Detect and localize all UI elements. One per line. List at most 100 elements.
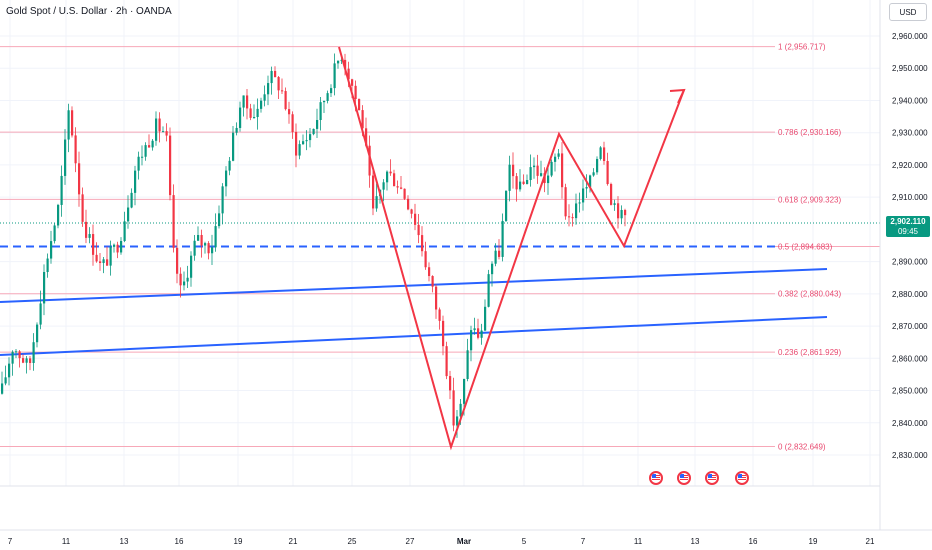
candle: [407, 195, 410, 211]
us-flag-icon[interactable]: [735, 471, 749, 485]
candle: [4, 365, 7, 386]
candle: [442, 315, 445, 356]
candle: [456, 409, 459, 438]
candle: [428, 262, 431, 282]
candle: [585, 174, 588, 198]
us-flag-icon[interactable]: [705, 471, 719, 485]
candle: [214, 213, 217, 252]
time-tick-label: 7: [581, 537, 586, 546]
currency-button[interactable]: USD: [889, 3, 927, 21]
us-flag-icon[interactable]: [677, 471, 691, 485]
candle: [144, 142, 147, 161]
candle: [57, 203, 60, 229]
time-tick-label: 21: [289, 537, 298, 546]
candle: [298, 140, 301, 160]
candle: [540, 160, 543, 177]
arrow-head-icon: [669, 88, 686, 104]
candle: [557, 149, 560, 160]
candle: [319, 97, 322, 131]
candle: [239, 101, 242, 132]
candle: [400, 175, 403, 190]
price-tick-label: 2,920.000: [892, 161, 928, 170]
candle: [575, 193, 578, 225]
time-tick-label: 19: [234, 537, 243, 546]
candle: [526, 174, 529, 185]
candlesticks: [1, 53, 627, 438]
candle: [60, 165, 63, 217]
candle: [522, 174, 525, 185]
candle: [410, 208, 413, 219]
candle: [417, 213, 420, 244]
us-flag-icon[interactable]: [649, 471, 663, 485]
candle: [431, 275, 434, 293]
price-tick-label: 2,880.000: [892, 290, 928, 299]
candle: [176, 239, 179, 284]
price-tick-label: 2,840.000: [892, 419, 928, 428]
candle: [477, 318, 480, 340]
time-tick-label: 27: [406, 537, 415, 546]
candle: [617, 196, 620, 229]
fib-level-label: 1 (2,956.717): [778, 43, 826, 52]
candle: [323, 100, 326, 113]
candle: [162, 126, 165, 133]
candle: [487, 269, 490, 308]
candle: [232, 126, 235, 162]
fib-level-label: 0.618 (2,909.323): [778, 195, 841, 204]
candle: [498, 239, 501, 260]
candle: [473, 317, 476, 335]
candle: [403, 188, 406, 201]
candle: [375, 183, 378, 212]
candle: [501, 213, 504, 262]
time-tick-label: 19: [809, 537, 818, 546]
candle: [564, 183, 567, 220]
candle: [393, 169, 396, 187]
candle: [263, 85, 266, 107]
candle: [274, 66, 277, 78]
candle: [186, 265, 189, 289]
candle: [221, 183, 224, 225]
time-tick-label: Mar: [457, 537, 471, 546]
candle: [386, 170, 389, 191]
candle: [155, 111, 158, 146]
candle: [333, 53, 336, 96]
price-tick-label: 2,870.000: [892, 322, 928, 331]
candle: [624, 208, 627, 227]
candle: [620, 205, 623, 225]
candle: [309, 127, 312, 148]
candle: [53, 222, 56, 244]
price-axis: 2,960.000 2,950.000 2,940.000 2,930.000 2,92…: [892, 32, 928, 460]
candle: [67, 103, 70, 153]
candle: [368, 135, 371, 188]
time-tick-label: 25: [348, 537, 357, 546]
time-tick-label: 11: [62, 537, 71, 546]
candle: [599, 146, 602, 161]
price-tick-label: 2,860.000: [892, 354, 928, 363]
candle: [421, 226, 424, 257]
candle: [183, 271, 186, 291]
candle: [242, 95, 245, 117]
candle: [197, 226, 200, 241]
candle: [137, 151, 140, 180]
candle: [288, 101, 291, 124]
candle: [18, 349, 21, 368]
time-tick-label: 13: [120, 537, 129, 546]
candle: [106, 246, 109, 267]
candle: [515, 172, 518, 202]
candle: [71, 106, 74, 138]
fib-level-label: 0 (2,832.649): [778, 442, 826, 451]
candle: [200, 229, 203, 258]
candle: [358, 98, 361, 111]
candle: [172, 184, 175, 253]
candle: [326, 90, 329, 104]
zigzag-pattern: [338, 46, 686, 451]
candle: [382, 179, 385, 202]
candle: [116, 241, 119, 259]
fib-level-label: 0.5 (2,894.683): [778, 243, 833, 252]
candle: [158, 112, 161, 143]
candle: [64, 129, 67, 185]
candle: [529, 154, 532, 187]
candle: [109, 240, 112, 276]
candle: [606, 152, 609, 186]
time-tick-label: 13: [691, 537, 700, 546]
